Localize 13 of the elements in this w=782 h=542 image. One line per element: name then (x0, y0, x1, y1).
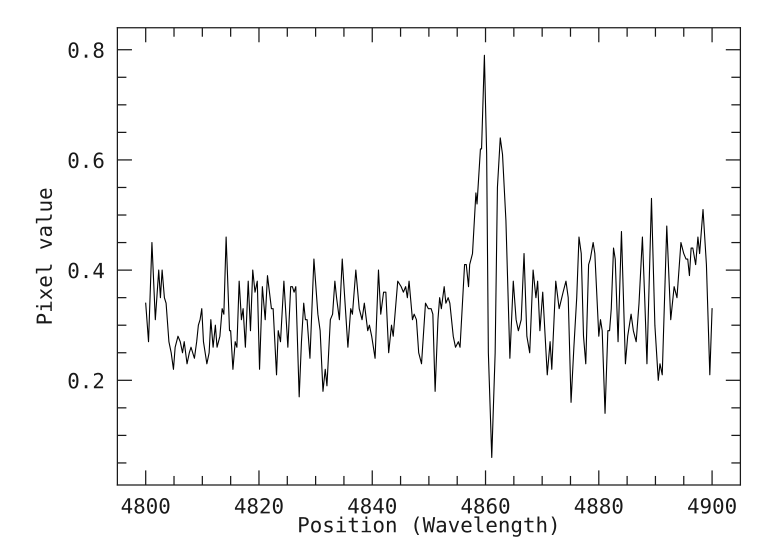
x-tick-label: 4840 (348, 498, 396, 514)
x-tick-label: 4900 (688, 498, 736, 514)
x-axis-title: Position (Wavelength) (299, 516, 556, 537)
line-series (145, 54, 713, 458)
x-tick-label: 4860 (461, 498, 510, 514)
y-tick-label: 0.4 (68, 262, 104, 278)
y-tick-label: 0.2 (68, 372, 104, 389)
y-tick-label: 0.6 (68, 152, 104, 168)
x-tick-label: 4880 (574, 498, 623, 514)
x-tick-label: 4800 (122, 498, 170, 514)
y-axis-title: Pixel value (36, 188, 52, 324)
x-tick-label: 4820 (234, 498, 283, 514)
y-tick-label: 0.8 (68, 42, 104, 58)
